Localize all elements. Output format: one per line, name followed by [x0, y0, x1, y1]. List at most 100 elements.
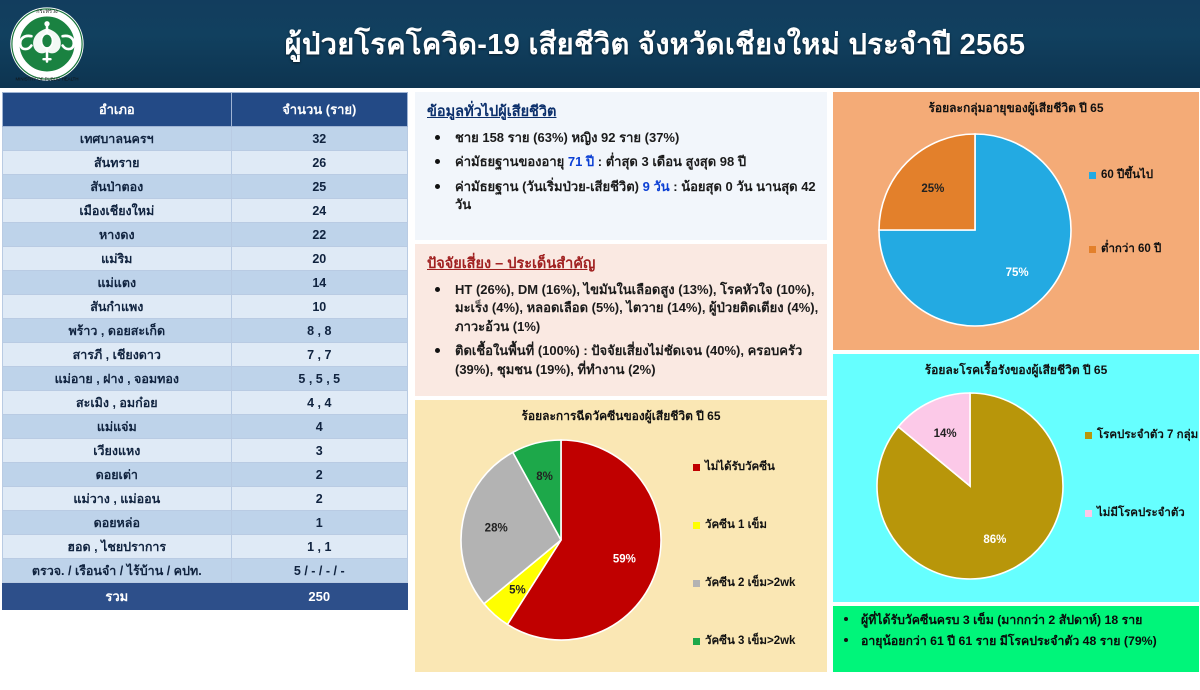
- legend-label: ไม่มีโรคประจำตัว: [1097, 507, 1185, 519]
- page-header: กระทรวง MINISTRY OF PUBLIC HEALTH ผู้ป่ว…: [0, 0, 1200, 88]
- legend-label: ไม่ได้รับวัคซีน: [705, 461, 775, 473]
- vaccination-pie-holder: 59% 5% 28% 8% ไม่ได้รับวัคซีนวัคซีน 1 เข็มว…: [415, 426, 827, 676]
- legend-item: วัคซีน 2 เข็ม>2wk: [693, 574, 795, 592]
- table-row: ตรวจ. / เรือนจำ / ไร้บ้าน / คปท. 5 / - / …: [2, 558, 409, 583]
- note-item-under61: อายุน้อยกว่า 61 ปี 61 ราย มีโรคประจำตัว …: [835, 633, 1195, 650]
- legend-label: โรคประจำตัว 7 กลุ่ม: [1097, 429, 1199, 441]
- table-row: ดอยเต่า 2: [2, 462, 409, 487]
- table-row: พร้าว , ดอยสะเก็ด 8 , 8: [2, 318, 409, 343]
- cell-district: แม่อาย , ฝาง , จอมทอง: [2, 366, 232, 391]
- column-header-count: จำนวน (ราย): [230, 92, 409, 127]
- cell-count: 22: [230, 222, 409, 247]
- ministry-of-public-health-logo-icon: กระทรวง MINISTRY OF PUBLIC HEALTH: [8, 4, 86, 84]
- pie-slice-label: 59%: [613, 553, 636, 565]
- vaccination-pie-chart: 59% 5% 28% 8%: [460, 439, 662, 641]
- legend-swatch-icon: [693, 521, 700, 529]
- pie-slice-label: 28%: [485, 523, 508, 535]
- table-total-row: รวม 250: [2, 582, 409, 610]
- chronic-disease-pie-chart: 86% 14%: [876, 392, 1064, 580]
- cell-count: 4 , 4: [230, 390, 409, 415]
- dashboard-root: กระทรวง MINISTRY OF PUBLIC HEALTH ผู้ป่ว…: [0, 0, 1200, 672]
- pie-slice-label: 5%: [509, 585, 526, 597]
- pie-slice: [897, 392, 971, 488]
- table-row: หางดง 22: [2, 222, 409, 247]
- table-row: ฮอด , ไชยปราการ 1 , 1: [2, 534, 409, 559]
- note-item-booster: ผู้ที่ได้รับวัคซีนครบ 3 เข็ม (มากกว่า 2 …: [835, 612, 1195, 629]
- legend-item: ไม่ได้รับวัคซีน: [693, 458, 795, 476]
- pie-slice-label: 14%: [934, 428, 957, 440]
- cell-count: 8 , 8: [230, 318, 409, 343]
- legend-label: ต่ำกว่า 60 ปี: [1101, 243, 1162, 255]
- cell-district: เมืองเชียงใหม่: [2, 198, 232, 223]
- cell-district: ดอยหล่อ: [2, 510, 232, 535]
- age-group-chart-panel: ร้อยละกลุ่มอายุของผู้เสียชีวิต ปี 65 75%…: [833, 92, 1199, 350]
- svg-text:MINISTRY OF PUBLIC HEALTH: MINISTRY OF PUBLIC HEALTH: [16, 77, 79, 82]
- table-row: สารภี , เชียงดาว 7 , 7: [2, 342, 409, 367]
- legend-item: วัคซีน 3 เข็ม>2wk: [693, 632, 795, 650]
- legend-item: ต่ำกว่า 60 ปี: [1089, 240, 1161, 258]
- age-group-pie-holder: 75% 25% 60 ปีขึ้นไปต่ำกว่า 60 ปี: [833, 118, 1199, 354]
- cell-count: 24: [230, 198, 409, 223]
- legend-item: โรคประจำตัว 7 กลุ่ม: [1085, 426, 1198, 444]
- pie-slice: [506, 439, 662, 641]
- chronic-disease-legend: โรคประจำตัว 7 กลุ่มไม่มีโรคประจำตัว: [1085, 426, 1198, 582]
- svg-text:กระทรวง: กระทรวง: [36, 9, 58, 15]
- legend-swatch-icon: [1085, 509, 1092, 517]
- risk-factor-item-exposure: ติดเชื้อในพื้นที่ (100%) : ปัจจัยเสี่ยงไ…: [425, 342, 819, 379]
- age-group-legend: 60 ปีขึ้นไปต่ำกว่า 60 ปี: [1089, 166, 1161, 314]
- pie-slice: [878, 133, 1072, 327]
- table-row: เทศบาลนครฯ 32: [2, 126, 409, 151]
- cell-district: แม่วาง , แม่ออน: [2, 486, 232, 511]
- table-row: แม่วาง , แม่ออน 2: [2, 486, 409, 511]
- cell-district: สันทราย: [2, 150, 232, 175]
- cell-district: ฮอด , ไชยปราการ: [2, 534, 232, 559]
- cell-count: 14: [230, 270, 409, 295]
- legend-label: วัคซีน 1 เข็ม: [705, 519, 767, 531]
- general-info-item-sex: ชาย 158 ราย (63%) หญิง 92 ราย (37%): [425, 129, 819, 147]
- summary-note-box: ผู้ที่ได้รับวัคซีนครบ 3 เข็ม (มากกว่า 2 …: [833, 606, 1199, 672]
- cell-district: พร้าว , ดอยสะเก็ด: [2, 318, 232, 343]
- cell-count: 20: [230, 246, 409, 271]
- cell-district: สันกำแพง: [2, 294, 232, 319]
- legend-item: วัคซีน 1 เข็ม: [693, 516, 795, 534]
- legend-swatch-icon: [693, 463, 700, 471]
- pie-slice-label: 75%: [1006, 267, 1029, 279]
- legend-label: 60 ปีขึ้นไป: [1101, 169, 1154, 181]
- cell-count: 5 / - / - / -: [230, 558, 409, 583]
- vaccination-legend: ไม่ได้รับวัคซีนวัคซีน 1 เข็มวัคซีน 2 เข็…: [693, 458, 795, 690]
- cell-count: 1: [230, 510, 409, 535]
- table-row: สันทราย 26: [2, 150, 409, 175]
- cell-district: สันป่าตอง: [2, 174, 232, 199]
- pie-slice-label: 86%: [983, 534, 1006, 546]
- legend-swatch-icon: [693, 579, 700, 587]
- cell-count: 4: [230, 414, 409, 439]
- cell-district: แม่แจ่ม: [2, 414, 232, 439]
- cell-district: แม่แตง: [2, 270, 232, 295]
- vaccination-chart-panel: ร้อยละการฉีดวัคซีนของผู้เสียชีวิต ปี 65 …: [415, 400, 827, 672]
- cell-district: ตรวจ. / เรือนจำ / ไร้บ้าน / คปท.: [2, 558, 232, 583]
- table-row: เมืองเชียงใหม่ 24: [2, 198, 409, 223]
- cell-district: เทศบาลนครฯ: [2, 126, 232, 151]
- legend-swatch-icon: [1089, 245, 1096, 253]
- cell-total-count: 250: [230, 582, 409, 610]
- table-row: แม่แตง 14: [2, 270, 409, 295]
- pie-slice: [511, 439, 562, 541]
- age-group-pie-chart: 75% 25%: [878, 133, 1072, 327]
- pie-slice: [878, 133, 976, 231]
- table-row: แม่ริม 20: [2, 246, 409, 271]
- cell-count: 5 , 5 , 5: [230, 366, 409, 391]
- pie-slice: [876, 392, 1064, 580]
- pie-slice-label: 8%: [536, 471, 553, 483]
- cell-count: 26: [230, 150, 409, 175]
- legend-item: ไม่มีโรคประจำตัว: [1085, 504, 1198, 522]
- table-row: สะเมิง , อมก๋อย 4 , 4: [2, 390, 409, 415]
- legend-label: วัคซีน 3 เข็ม>2wk: [705, 635, 796, 647]
- cell-district: แม่ริม: [2, 246, 232, 271]
- risk-factor-item-comorbidities: HT (26%), DM (16%), ไขมันในเลือดสูง (13%…: [425, 281, 819, 336]
- cell-count: 2: [230, 486, 409, 511]
- general-info-heading: ข้อมูลทั่วไปผู้เสียชีวิต: [427, 104, 557, 120]
- cell-district: เวียงแหง: [2, 438, 232, 463]
- cell-count: 7 , 7: [230, 342, 409, 367]
- table-row: แม่อาย , ฝาง , จอมทอง 5 , 5 , 5: [2, 366, 409, 391]
- pie-slice: [460, 451, 563, 605]
